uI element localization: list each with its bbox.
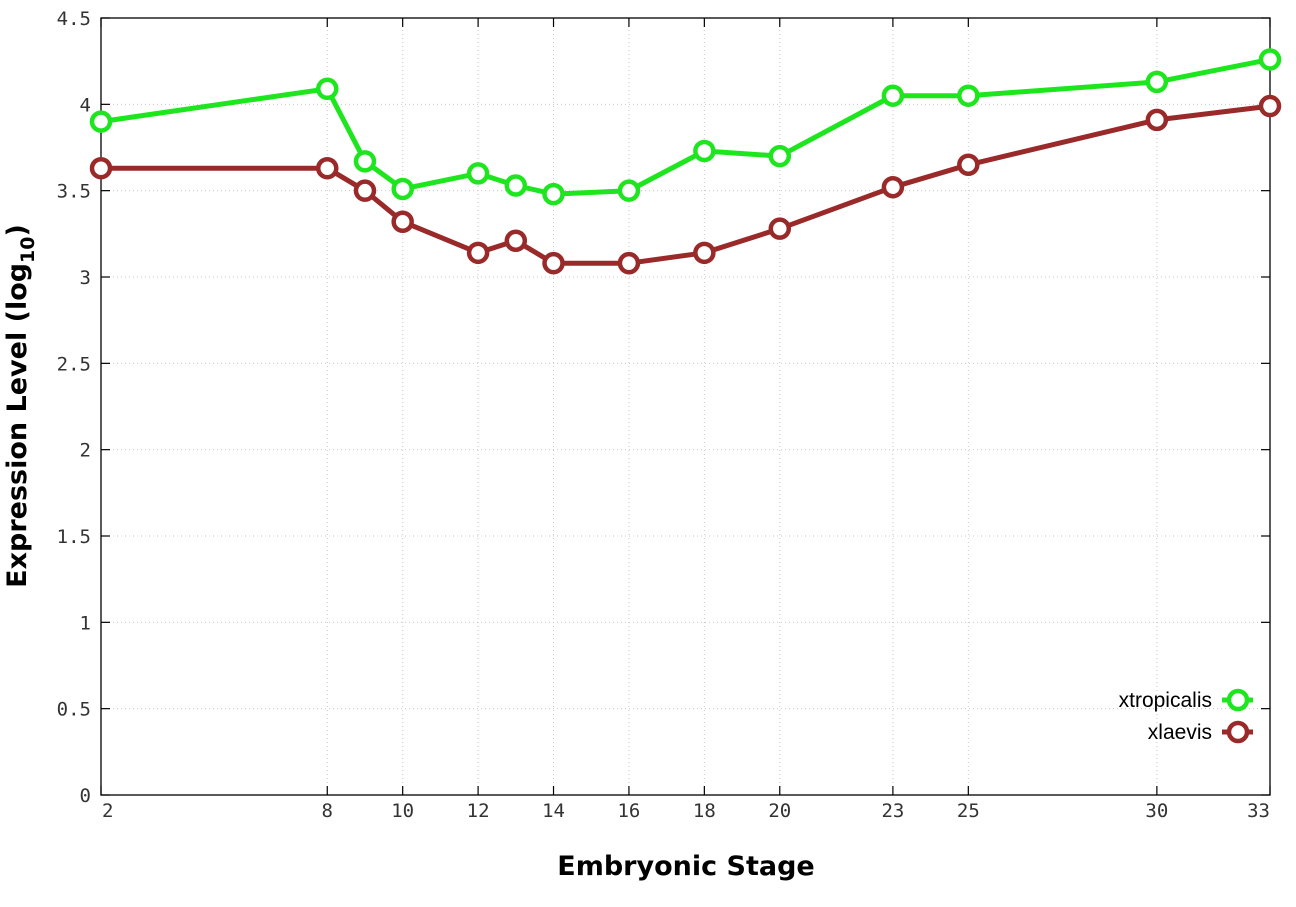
data-point-xtropicalis [617, 179, 641, 202]
data-point-xtropicalis [768, 144, 792, 168]
data-point-xlaevis [542, 251, 565, 275]
legend-label-xlaevis: xlaevis [1148, 721, 1212, 744]
y-tick-label: 3.5 [57, 181, 91, 203]
axis-ticks: 0 0.5 1 1.5 2 2.5 3 3.5 4 4.5 2 8 10 12 14 16 18 20 23 25 30… [57, 8, 1271, 822]
legend-label-xtropicalis: xtropicalis [1119, 689, 1212, 712]
x-axis-title: Embryonic Stage [557, 851, 814, 882]
data-point-xlaevis [353, 179, 377, 202]
data-point-xlaevis [466, 241, 490, 265]
x-tick-label: 25 [957, 800, 980, 822]
data-point-xlaevis [693, 241, 716, 265]
y-tick-label: 2.5 [57, 353, 91, 375]
data-point-xlaevis [504, 229, 528, 252]
x-tick-label: 20 [768, 800, 791, 822]
x-tick-label: 14 [542, 800, 565, 822]
y-tick-label: 1 [80, 612, 91, 634]
data-point-xtropicalis [693, 139, 716, 163]
data-point-xlaevis [89, 156, 113, 180]
series-xtropicalis [89, 48, 1282, 206]
data-point-xtropicalis [89, 110, 113, 133]
y-tick-label: 0.5 [57, 699, 91, 721]
x-tick-label: 2 [102, 800, 113, 822]
legend-marker-xlaevis [1226, 720, 1250, 744]
y-tick-label: 4.5 [57, 8, 91, 30]
data-point-xlaevis [881, 175, 905, 199]
y-tick-label: 1.5 [57, 526, 91, 548]
data-point-xlaevis [1145, 108, 1169, 132]
x-tick-label: 12 [467, 800, 490, 822]
x-tick-label: 33 [1247, 800, 1270, 822]
y-tick-label: 4 [80, 94, 91, 116]
data-point-xtropicalis [504, 174, 528, 197]
series-line-xlaevis [98, 103, 1273, 266]
series-layer [89, 48, 1282, 275]
series-line-xtropicalis [98, 56, 1273, 197]
data-point-xtropicalis [391, 177, 414, 201]
y-axis-title: Expression Level (log10) [2, 224, 39, 588]
data-point-xlaevis [617, 251, 641, 275]
data-point-xtropicalis [957, 84, 980, 107]
y-tick-label: 3 [80, 267, 91, 289]
legend-entry-xtropicalis: xtropicalis [1119, 688, 1253, 712]
x-tick-label: 30 [1145, 800, 1168, 822]
data-point-xtropicalis [466, 162, 490, 185]
x-tick-label: 23 [881, 800, 904, 822]
data-point-xlaevis [316, 156, 339, 180]
y-axis-title-close: ) [2, 224, 33, 236]
series-xlaevis [89, 94, 1282, 275]
x-tick-label: 8 [322, 800, 333, 822]
data-point-xtropicalis [881, 84, 905, 107]
data-point-xlaevis [768, 217, 792, 240]
data-point-xlaevis [1258, 94, 1282, 118]
y-axis-title-subscript: 10 [17, 236, 39, 262]
x-tick-label: 16 [617, 800, 640, 822]
data-point-xlaevis [957, 153, 980, 177]
grid [101, 18, 1270, 795]
data-point-xtropicalis [1258, 48, 1282, 71]
legend: xtropicalis xlaevis [1119, 688, 1253, 744]
y-tick-label: 2 [80, 440, 91, 462]
data-point-xtropicalis [316, 77, 339, 101]
plot-frame [100, 17, 1271, 796]
data-point-xtropicalis [542, 182, 565, 206]
y-tick-label: 0 [80, 785, 91, 807]
y-axis-title-main: Expression Level (log [2, 263, 33, 588]
legend-entry-xlaevis: xlaevis [1148, 720, 1253, 744]
data-point-xlaevis [391, 210, 414, 233]
data-point-xtropicalis [353, 150, 377, 173]
x-tick-label: 18 [693, 800, 716, 822]
x-tick-label: 10 [391, 800, 414, 822]
legend-marker-xtropicalis [1226, 688, 1250, 712]
data-point-xtropicalis [1145, 70, 1169, 94]
